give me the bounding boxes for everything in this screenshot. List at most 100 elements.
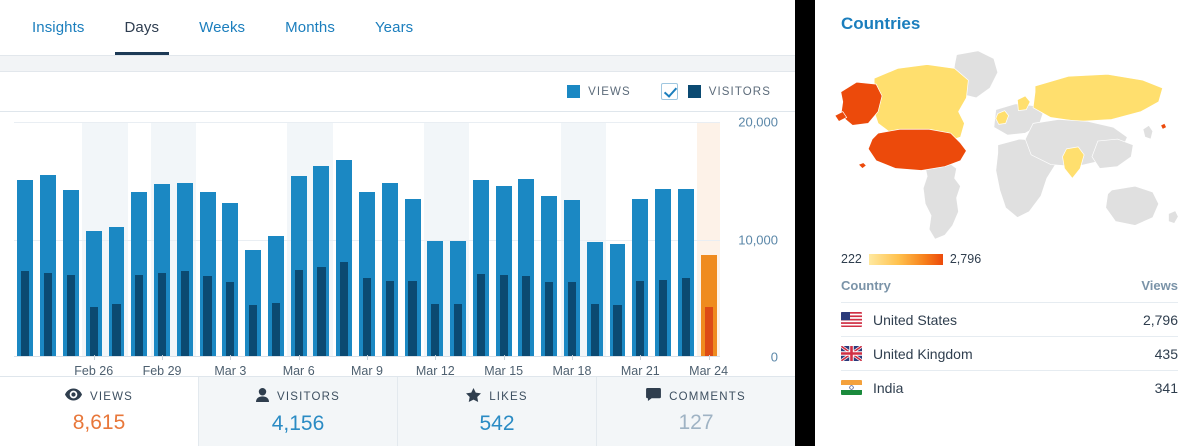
bar-group[interactable] [677,121,694,356]
bar-group[interactable] [313,121,330,356]
x-axis-tick-label: Mar 12 [415,364,455,378]
bar-visitors [203,276,212,356]
country-row[interactable]: United States 2,796 [841,302,1178,336]
bar-group[interactable] [404,121,421,356]
scale-gradient-bar [868,253,943,265]
countries-title: Countries [841,14,921,33]
bar-group[interactable] [518,121,535,356]
bar-group[interactable] [586,121,603,356]
stat-header: COMMENTS [646,388,746,406]
countries-table: Country Views United States 2,796 United K… [841,278,1178,404]
period-tabbar: Insights Days Weeks Months Years [0,0,795,56]
bar-group[interactable] [267,121,284,356]
comment-icon [646,388,662,406]
bar-visitors [453,304,463,356]
x-axis-tick [640,355,642,360]
bar-group[interactable] [290,121,307,356]
bar-group[interactable] [700,121,717,356]
stat-visitors[interactable]: VISITORS 4,156 [198,377,397,446]
bar-group[interactable] [222,121,239,356]
bar-group[interactable] [563,121,580,356]
tab-insights[interactable]: Insights [12,0,105,55]
stat-value: 8,615 [72,411,126,434]
countries-panel: Countries [815,0,1204,446]
x-axis-tick-label: Mar 15 [484,364,524,378]
bar-group[interactable] [62,121,79,356]
stat-value: 4,156 [271,411,325,435]
bar-visitors [431,304,440,356]
bar-group[interactable] [40,121,57,356]
world-map-svg [834,50,1179,240]
column-header-country: Country [841,278,891,293]
bar-group[interactable] [427,121,444,356]
visitors-checkbox[interactable] [660,83,678,100]
stat-comments[interactable]: COMMENTS 127 [596,377,795,446]
country-name: India [873,379,904,396]
y-axis-tick-label: 0 [770,349,778,365]
y-axis-labels: 0 10,000 20,000 [726,115,786,365]
country-row[interactable]: India 341 [841,370,1178,404]
bar-group[interactable] [154,121,170,356]
x-axis-tick [503,355,505,360]
bar-group[interactable] [108,121,125,356]
bar-group[interactable] [632,121,649,356]
bar-group[interactable] [381,121,398,356]
stat-likes[interactable]: LIKES 542 [397,377,596,446]
bar-group[interactable] [472,121,489,356]
tab-label: Years [374,19,414,36]
views-visitors-bar-chart[interactable]: 0 10,000 20,000 Feb 26 Feb 29 Mar 3 Mar 6 Mar … [0,112,795,378]
bar-group[interactable] [176,121,193,356]
bar-group[interactable] [541,121,558,356]
bar-visitors [317,266,326,356]
bar-visitors [681,278,690,356]
bar-group[interactable] [609,121,626,356]
bar-group[interactable] [336,121,353,356]
country-row[interactable]: United Kingdom 435 [841,336,1178,370]
legend-item-visitors[interactable]: VISITORS [660,83,771,100]
stat-label: VIEWS [89,391,134,403]
tab-weeks[interactable]: Weeks [179,0,265,55]
legend-label-visitors: VISITORS [708,85,771,98]
stat-header: VISITORS [255,387,340,407]
bar-group[interactable] [359,121,375,356]
country-cell: United Kingdom [841,346,973,362]
views-color-swatch [567,85,581,98]
legend-label-views: VIEWS [588,85,631,98]
tab-days[interactable]: Days [105,0,180,55]
tab-label: Months [285,19,335,36]
bar-group[interactable] [131,121,148,356]
bar-visitors [135,274,144,356]
tab-label: Weeks [199,19,246,36]
legend-item-views[interactable]: VIEWS [567,85,631,98]
bar-series-container [14,122,720,357]
bar-visitors [658,279,668,356]
bar-group[interactable] [245,121,262,356]
bar-visitors [385,280,394,356]
country-views: 435 [1154,345,1178,362]
bar-visitors [613,305,622,356]
bar-visitors [522,276,531,356]
x-axis-tick-label: Mar 3 [214,364,247,378]
bar-visitors [21,271,30,356]
stat-label: LIKES [489,391,528,403]
bar-group[interactable] [85,121,102,356]
bar-group[interactable] [450,121,467,356]
x-axis-tick-label: Mar 6 [282,364,315,378]
bar-group[interactable] [199,121,216,356]
stat-value: 127 [678,411,714,434]
x-axis-tick [571,355,573,360]
stat-views[interactable]: VIEWS 8,615 [0,377,198,446]
y-axis-tick-label: 20,000 [738,114,778,130]
stat-header: VIEWS [64,388,134,406]
column-header-views: Views [1141,278,1178,293]
tab-years[interactable]: Years [355,0,433,55]
person-icon [255,387,269,407]
bar-visitors [180,271,189,356]
tab-months[interactable]: Months [265,0,355,55]
scale-max-label: 2,796 [949,252,982,266]
world-map[interactable] [831,38,1194,248]
bar-group[interactable] [17,121,34,356]
bar-group[interactable] [655,121,672,356]
bar-group[interactable] [495,121,512,356]
